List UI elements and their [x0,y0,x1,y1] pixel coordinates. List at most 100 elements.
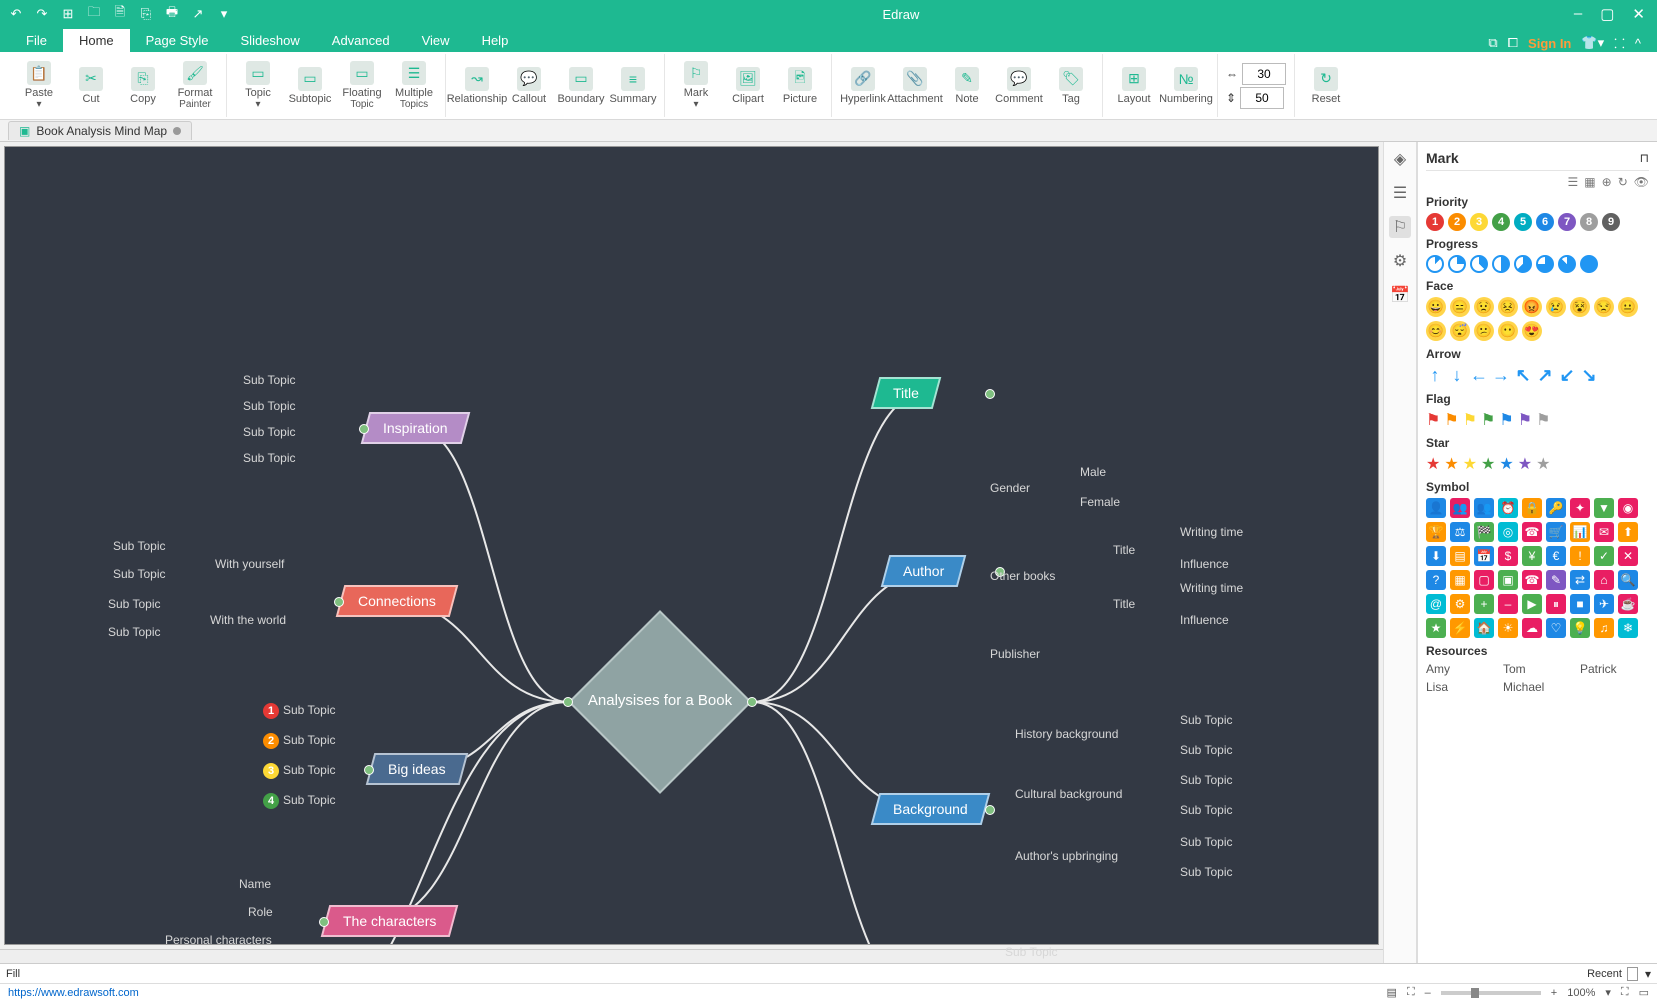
leaf-bigideas-3[interactable]: 4Sub Topic [263,793,335,809]
multiple-button[interactable]: ☰MultipleTopics [391,61,437,110]
flag-1[interactable]: ⚑ [1444,410,1458,430]
star-6[interactable]: ★ [1536,454,1550,474]
face-3[interactable]: 😣 [1498,297,1518,317]
progress-0[interactable] [1426,255,1444,273]
star-5[interactable]: ★ [1518,454,1532,474]
note-button[interactable]: ✎Note [944,67,990,105]
leaf-background-8[interactable]: Sub Topic [1180,865,1232,879]
symbol-49[interactable]: ☁ [1522,618,1542,638]
tab-view[interactable]: View [406,29,466,52]
symbol-21[interactable]: $ [1498,546,1518,566]
signin-link[interactable]: Sign In [1528,36,1571,51]
node-background[interactable]: Background [871,793,990,825]
symbol-35[interactable]: 🔍 [1618,570,1638,590]
symbol-43[interactable]: ✈ [1594,594,1614,614]
leaf-background-5[interactable]: Sub Topic [1180,803,1232,817]
symbol-4[interactable]: 🔒 [1522,498,1542,518]
priority-3[interactable]: 3 [1470,213,1488,231]
face-10[interactable]: 😴 [1450,321,1470,341]
tab-file[interactable]: File [10,29,63,52]
symbol-51[interactable]: 💡 [1570,618,1590,638]
flag-6[interactable]: ⚑ [1536,410,1550,430]
zoom-slider[interactable] [1441,991,1541,995]
symbol-18[interactable]: ⬇ [1426,546,1446,566]
qa-button-3[interactable]: 🗀 [86,6,102,22]
symbol-22[interactable]: ¥ [1522,546,1542,566]
floating-button[interactable]: ▭FloatingTopic [339,61,385,110]
mark-icon[interactable]: ⚐ [1389,216,1411,238]
leaf-author-6[interactable]: Influence [1180,557,1229,571]
symbol-9[interactable]: 🏆 [1426,522,1446,542]
tab-advanced[interactable]: Advanced [316,29,406,52]
fit-view-icon[interactable]: ⛶ [1407,986,1415,999]
qa-button-1[interactable]: ↷ [34,6,50,22]
face-5[interactable]: 😢 [1546,297,1566,317]
leaf-inspiration-1[interactable]: Sub Topic [243,399,295,413]
symbol-48[interactable]: ☀ [1498,618,1518,638]
star-2[interactable]: ★ [1463,454,1477,474]
tab-slideshow[interactable]: Slideshow [225,29,316,52]
mindmap-canvas[interactable]: Analysises for a BookTitleInspirationSub… [4,146,1379,945]
paste-button[interactable]: 📋Paste▾ [16,61,62,110]
symbol-15[interactable]: 📊 [1570,522,1590,542]
symbol-36[interactable]: @ [1426,594,1446,614]
leaf-author-3[interactable]: Other books [990,569,1055,583]
page-view-icon[interactable]: ▤ [1387,986,1397,999]
leaf-background-0[interactable]: History background [1015,727,1118,741]
add-mark-icon[interactable]: ⊕ [1602,175,1612,189]
leaf-connections-2[interactable]: Sub Topic [113,567,165,581]
pin-icon[interactable]: ⊓ [1640,151,1649,165]
symbol-47[interactable]: 🏠 [1474,618,1494,638]
progress-3[interactable] [1492,255,1510,273]
symbol-3[interactable]: ⏰ [1498,498,1518,518]
resource-michael[interactable]: Michael [1503,680,1572,694]
maximize-button[interactable]: ▢ [1600,5,1614,23]
arrow-7[interactable]: ↘ [1580,365,1598,386]
node-bigideas[interactable]: Big ideas [366,753,468,785]
qa-button-4[interactable]: 🗎 [112,6,128,22]
grid-icon[interactable]: ⸬ [1614,34,1625,52]
qa-button-2[interactable]: ⊞ [60,6,76,22]
tag-icon[interactable]: ⚙ [1389,250,1411,272]
knob-title[interactable] [985,389,995,399]
grid-view-icon[interactable]: ▦ [1584,175,1595,189]
arrow-0[interactable]: ↑ [1426,365,1444,386]
leaf-bigideas-0[interactable]: 1Sub Topic [263,703,335,719]
symbol-38[interactable]: + [1474,594,1494,614]
minimize-button[interactable]: – [1574,5,1582,23]
progress-2[interactable] [1470,255,1488,273]
copy-button[interactable]: ⎘Copy [120,67,166,105]
priority-9[interactable]: 9 [1602,213,1620,231]
leaf-background-6[interactable]: Author's upbringing [1015,849,1118,863]
summary-button[interactable]: ≡Summary [610,67,656,105]
symbol-26[interactable]: ✕ [1618,546,1638,566]
face-13[interactable]: 😍 [1522,321,1542,341]
star-1[interactable]: ★ [1444,454,1458,474]
symbol-41[interactable]: ⏸ [1546,594,1566,614]
leaf-background-2[interactable]: Sub Topic [1180,743,1232,757]
callout-button[interactable]: 💬Callout [506,67,552,105]
symbol-39[interactable]: – [1498,594,1518,614]
leaf-author-8[interactable]: Writing time [1180,581,1243,595]
node-author[interactable]: Author [881,555,967,587]
symbol-1[interactable]: 👥 [1450,498,1470,518]
priority-1[interactable]: 1 [1426,213,1444,231]
qa-button-8[interactable]: ▾ [216,6,232,22]
leaf-author-4[interactable]: Title [1113,543,1135,557]
arrow-2[interactable]: ← [1470,365,1488,386]
outline-icon[interactable]: ☰ [1389,182,1411,204]
symbol-19[interactable]: ▤ [1450,546,1470,566]
v-spacing-input[interactable] [1240,87,1284,109]
leaf-inspiration-2[interactable]: Sub Topic [243,425,295,439]
color-options-icon[interactable]: ▾ [1645,967,1651,981]
symbol-25[interactable]: ✓ [1594,546,1614,566]
numbering-button[interactable]: №Numbering [1163,67,1209,105]
boundary-button[interactable]: ▭Boundary [558,67,604,105]
recent-swatch[interactable] [1627,967,1638,981]
tag-button[interactable]: 🏷Tag [1048,67,1094,105]
leaf-background-3[interactable]: Cultural background [1015,787,1122,801]
leaf-author-0[interactable]: Gender [990,481,1030,495]
leaf-author-9[interactable]: Influence [1180,613,1229,627]
flag-4[interactable]: ⚑ [1499,410,1513,430]
face-8[interactable]: 😐 [1618,297,1638,317]
